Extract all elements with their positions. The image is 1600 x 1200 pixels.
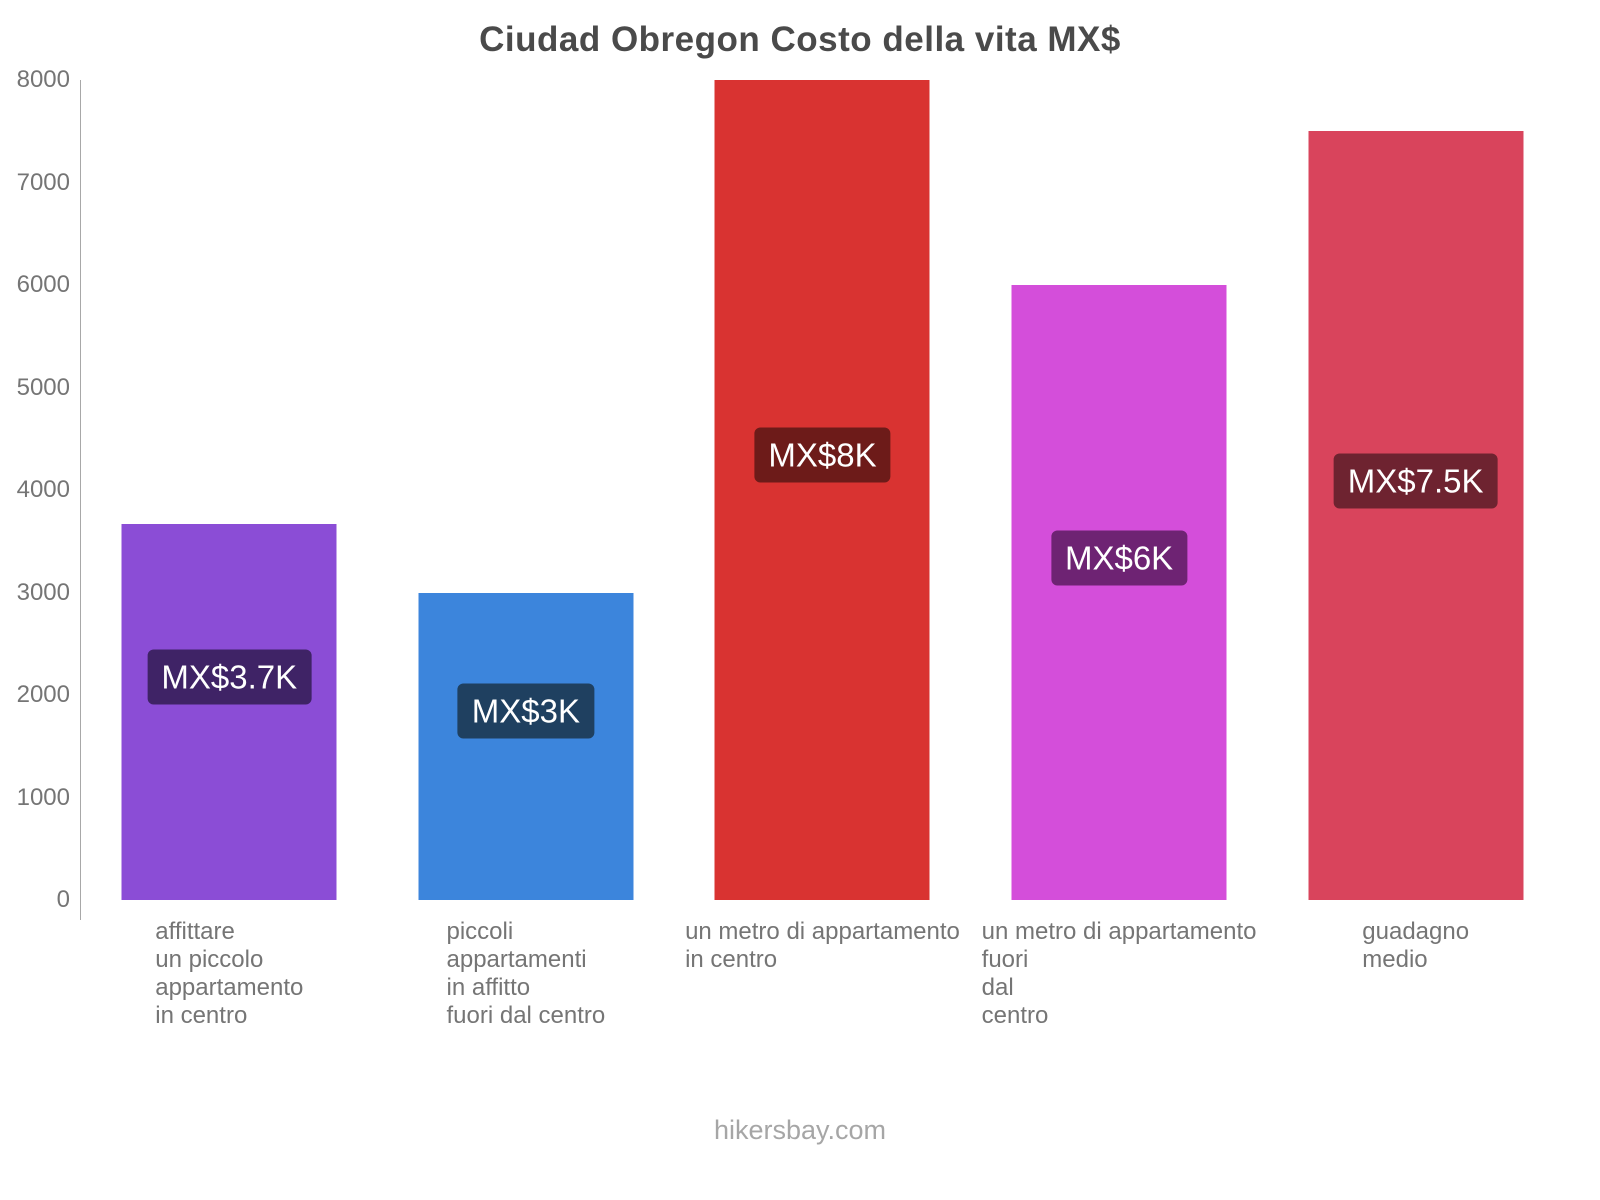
- y-tick-label: 7000: [16, 168, 70, 196]
- x-category-label: piccoli appartamenti in affitto fuori dal c…: [447, 918, 606, 1030]
- y-tick-label: 4000: [16, 476, 70, 503]
- bar-value-badge: MX$8K: [754, 427, 891, 483]
- y-axis-labels: 0 1000 2000 3000 4000 5000 6000 7000 8000: [0, 66, 70, 913]
- y-tick-label: 5000: [16, 373, 70, 401]
- bar-value-badge: MX$7.5K: [1333, 453, 1498, 509]
- bar-4: MX$6K: [1011, 285, 1227, 900]
- x-category-label-line: guadagno: [1362, 918, 1470, 945]
- bar-3: MX$8K: [714, 80, 930, 900]
- x-category-slot: un metro di appartamento fuori dal centro: [971, 918, 1268, 1030]
- x-category-label-line: in centro: [685, 946, 778, 973]
- y-tick-label: 8000: [16, 66, 70, 93]
- bar-slot: MX$8K: [674, 80, 971, 900]
- x-category-label: un metro di appartamento fuori dal centro: [982, 918, 1257, 1030]
- chart-title: Ciudad Obregon Costo della vita MX$: [479, 20, 1121, 59]
- bar-5: MX$7.5K: [1308, 131, 1524, 900]
- x-category-slot: guadagno medio: [1267, 918, 1564, 1030]
- x-category-label-line: in centro: [155, 1002, 248, 1029]
- bar-2: MX$3K: [418, 592, 634, 900]
- x-category-label-line: in affitto: [446, 974, 531, 1001]
- bar-value-badge: MX$3.7K: [147, 649, 312, 705]
- bar-slot: MX$3K: [378, 80, 675, 900]
- x-category-label-line: centro: [981, 1002, 1049, 1029]
- x-category-label-line: un metro di appartamento: [981, 918, 1257, 945]
- x-category-label-line: fuori: [981, 946, 1029, 973]
- y-tick-label: 0: [56, 886, 70, 913]
- x-category-label-line: un piccolo: [155, 946, 264, 973]
- x-category-label-line: un metro di appartamento: [685, 918, 960, 945]
- x-category-label: affittare un piccolo appartamento in centro: [155, 918, 303, 1030]
- x-axis-labels: affittare un piccolo appartamento in centro…: [81, 918, 1564, 1030]
- y-tick-label: 3000: [16, 578, 70, 606]
- x-category-label-line: fuori dal centro: [446, 1002, 606, 1029]
- bar-slot: MX$6K: [971, 80, 1268, 900]
- bar-1: MX$3.7K: [121, 524, 337, 900]
- x-category-slot: affittare un piccolo appartamento in centro: [81, 918, 378, 1030]
- x-category-label-line: dal: [981, 974, 1014, 1001]
- x-category-slot: piccoli appartamenti in affitto fuori dal c…: [378, 918, 675, 1030]
- x-category-label-line: appartamenti: [446, 946, 587, 973]
- y-axis-line: [80, 80, 81, 920]
- x-category-label-line: affittare: [155, 918, 235, 945]
- x-category-slot: un metro di appartamento in centro: [674, 918, 971, 1030]
- x-category-label: un metro di appartamento in centro: [685, 918, 960, 1030]
- plot-area: MX$3.7K MX$3K MX$8K MX$6K MX$7.5K: [81, 80, 1564, 900]
- bar-value-badge: MX$3K: [457, 683, 594, 739]
- y-tick-label: 6000: [16, 271, 70, 298]
- y-tick-label: 1000: [16, 783, 70, 811]
- watermark-text: hikersbay.com: [713, 1115, 887, 1145]
- x-category-label-line: medio: [1362, 946, 1428, 973]
- x-category-label-line: piccoli: [446, 918, 514, 945]
- bar-slot: MX$3.7K: [81, 80, 378, 900]
- x-category-label: guadagno medio: [1362, 918, 1469, 1030]
- y-tick-label: 2000: [16, 681, 70, 708]
- bar-slot: MX$7.5K: [1267, 80, 1564, 900]
- bar-value-badge: MX$6K: [1050, 530, 1188, 585]
- x-category-label-line: appartamento: [155, 974, 304, 1001]
